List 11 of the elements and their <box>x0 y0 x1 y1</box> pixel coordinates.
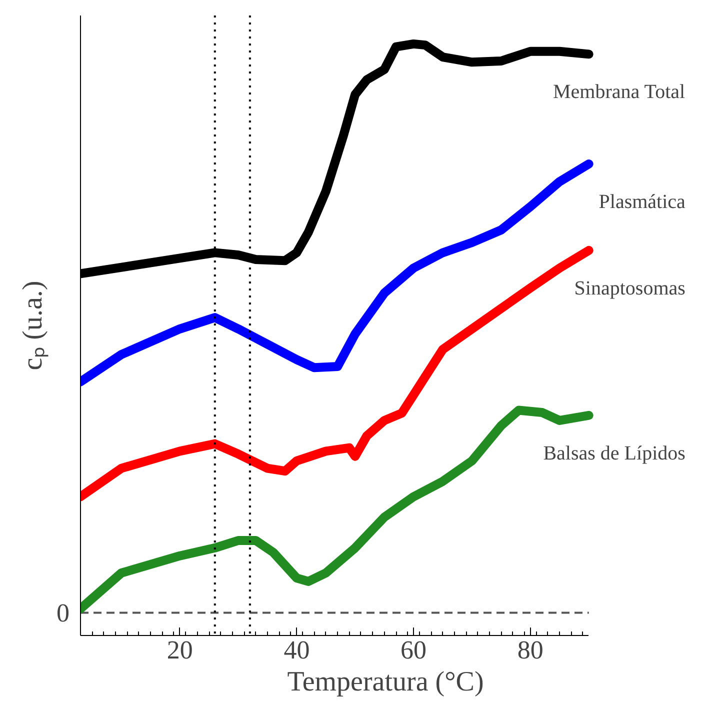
x-tick-label: 40 <box>284 636 310 664</box>
x-tick-label: 20 <box>166 636 193 664</box>
x-axis-title: Temperatura (°C) <box>287 666 484 698</box>
series-label: Sinaptosomas <box>574 277 686 300</box>
x-tick-label: 60 <box>400 636 427 664</box>
y-axis-title: cₚ (u.a.) <box>18 280 48 370</box>
series-label: Membrana Total <box>552 81 686 104</box>
ref-line-label: 0 <box>56 598 70 628</box>
x-tick-label: 80 <box>517 636 544 664</box>
series-label: Plasmática <box>598 190 686 213</box>
series-label: Balsas de Lípidos <box>543 442 686 464</box>
